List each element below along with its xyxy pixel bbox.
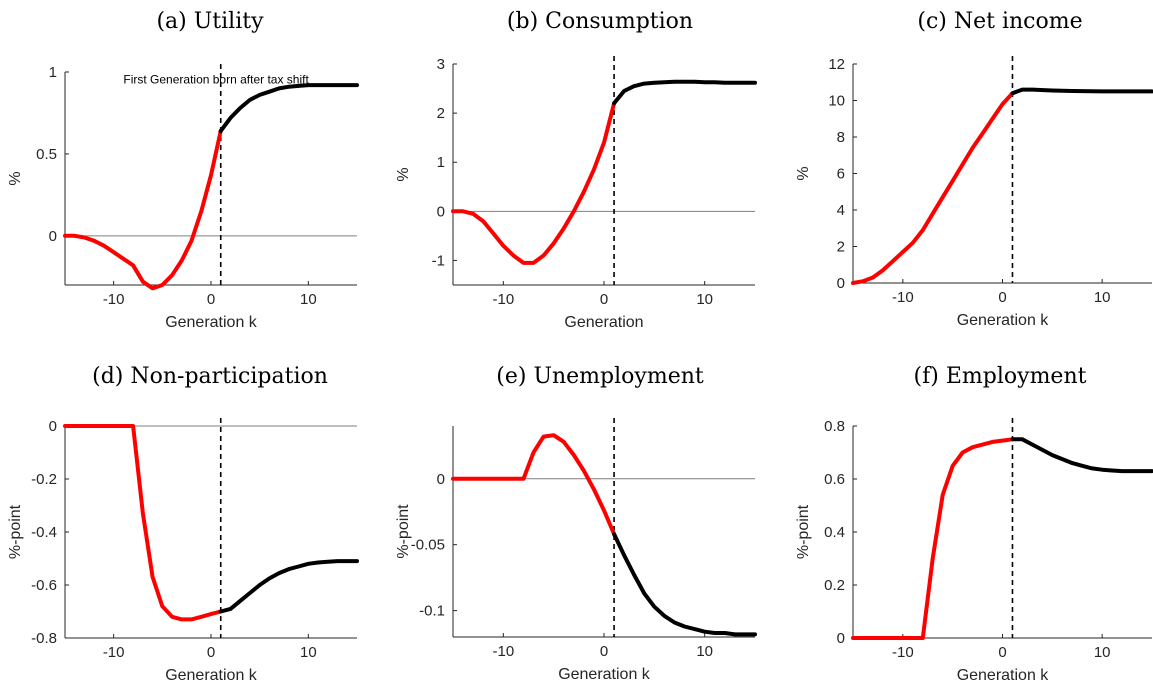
y-tick-label: -1 (432, 252, 445, 269)
series-line-0 (451, 101, 617, 265)
y-tick-label: 0 (437, 471, 445, 488)
series-line-0 (851, 91, 1015, 285)
y-tick-label: -0.2 (31, 471, 57, 488)
x-tick-label: 0 (207, 644, 215, 661)
series-line-1 (218, 83, 359, 133)
y-tick-label: 3 (437, 56, 445, 73)
x-axis-label: Generation k (957, 667, 1050, 684)
panel-title: (c) Net income (917, 9, 1082, 34)
y-tick-label: 8 (837, 129, 845, 146)
panel-title: (f) Employment (914, 364, 1087, 389)
y-tick-label: -0.05 (411, 537, 445, 554)
x-tick-label: 10 (300, 291, 317, 308)
x-tick-label: -10 (103, 644, 125, 661)
panel-title: (e) Unemployment (496, 364, 704, 389)
x-tick-label: 0 (998, 289, 1006, 306)
y-tick-label: 1 (49, 64, 57, 81)
chart-panel-0: (a) Utility -10 0 10 0 0.5 1 Generation k% First… (7, 9, 359, 331)
x-tick-label: 10 (696, 643, 713, 660)
y-tick-label: 0 (837, 630, 845, 647)
y-tick-label: 2 (437, 105, 445, 122)
x-tick-label: 0 (207, 291, 215, 308)
series-line-1 (612, 532, 757, 637)
y-tick-label: 0 (49, 418, 57, 435)
y-axis-label: %-point (7, 504, 24, 559)
series-line-1 (1010, 437, 1153, 474)
y-axis-label: % (795, 166, 812, 180)
x-tick-label: 10 (1094, 289, 1111, 306)
panel-title: (a) Utility (156, 9, 264, 34)
y-tick-label: 0.5 (36, 146, 57, 163)
x-axis-label: Generation (564, 314, 643, 331)
y-tick-label: 4 (837, 202, 845, 219)
y-axis-label: %-point (795, 504, 812, 559)
series-line-1 (1010, 87, 1153, 96)
panel-title: (d) Non-participation (92, 364, 328, 389)
y-tick-label: 2 (837, 239, 845, 256)
x-tick-label: 10 (1094, 644, 1111, 661)
y-axis-label: % (7, 171, 24, 185)
y-tick-label: 0 (49, 228, 57, 245)
series-line-1 (612, 79, 757, 106)
y-tick-label: -0.4 (31, 524, 57, 541)
y-tick-label: 0.2 (824, 577, 845, 594)
series-line-1 (218, 559, 359, 614)
x-tick-label: 0 (600, 643, 608, 660)
y-axis-label: % (395, 167, 412, 181)
x-tick-label: -10 (892, 644, 914, 661)
y-tick-label: 0.8 (824, 418, 845, 435)
x-tick-label: -10 (492, 291, 514, 308)
x-axis-label: Generation k (165, 667, 258, 684)
y-tick-label: 1 (437, 154, 445, 171)
y-tick-label: -0.6 (31, 577, 57, 594)
series-line-0 (851, 437, 1015, 640)
chart-panel-3: (d) Non-participation -10 0 10 -0.8 -0.6 -0.4 -… (7, 364, 359, 684)
x-tick-label: 10 (300, 644, 317, 661)
x-tick-label: -10 (492, 643, 514, 660)
y-axis-label: %-point (395, 504, 412, 559)
x-tick-label: 10 (696, 291, 713, 308)
chart-panel-2: (c) Net income -10 0 10 0 2 4 6 8 10 12 Generation … (795, 9, 1153, 329)
y-tick-label: 12 (828, 56, 845, 73)
panel-title: (b) Consumption (507, 9, 693, 34)
chart-panel-5: (f) Employment -10 0 10 0 0.2 0.4 0.6 0.8 Generat… (795, 364, 1153, 684)
x-tick-label: -10 (892, 289, 914, 306)
x-tick-label: 0 (998, 644, 1006, 661)
x-tick-label: 0 (600, 291, 608, 308)
x-axis-label: Generation k (957, 312, 1050, 329)
series-line-0 (63, 129, 223, 291)
annotation-text: First Generation born after tax shift (123, 72, 309, 86)
y-tick-label: 10 (828, 93, 845, 110)
y-tick-label: 0.6 (824, 471, 845, 488)
y-tick-label: 0 (837, 275, 845, 292)
series-line-0 (451, 433, 617, 537)
y-tick-label: -0.1 (419, 603, 445, 620)
y-tick-label: -0.8 (31, 630, 57, 647)
y-tick-label: 0.4 (824, 524, 845, 541)
y-tick-label: 0 (437, 203, 445, 220)
x-axis-label: Generation k (558, 666, 651, 683)
y-tick-label: 6 (837, 166, 845, 183)
series-line-0 (63, 424, 223, 622)
x-tick-label: -10 (103, 291, 125, 308)
chart-panel-4: (e) Unemployment -10 0 10 -0.1 -0.05 0 Generati… (395, 364, 757, 683)
x-axis-label: Generation k (165, 314, 258, 331)
